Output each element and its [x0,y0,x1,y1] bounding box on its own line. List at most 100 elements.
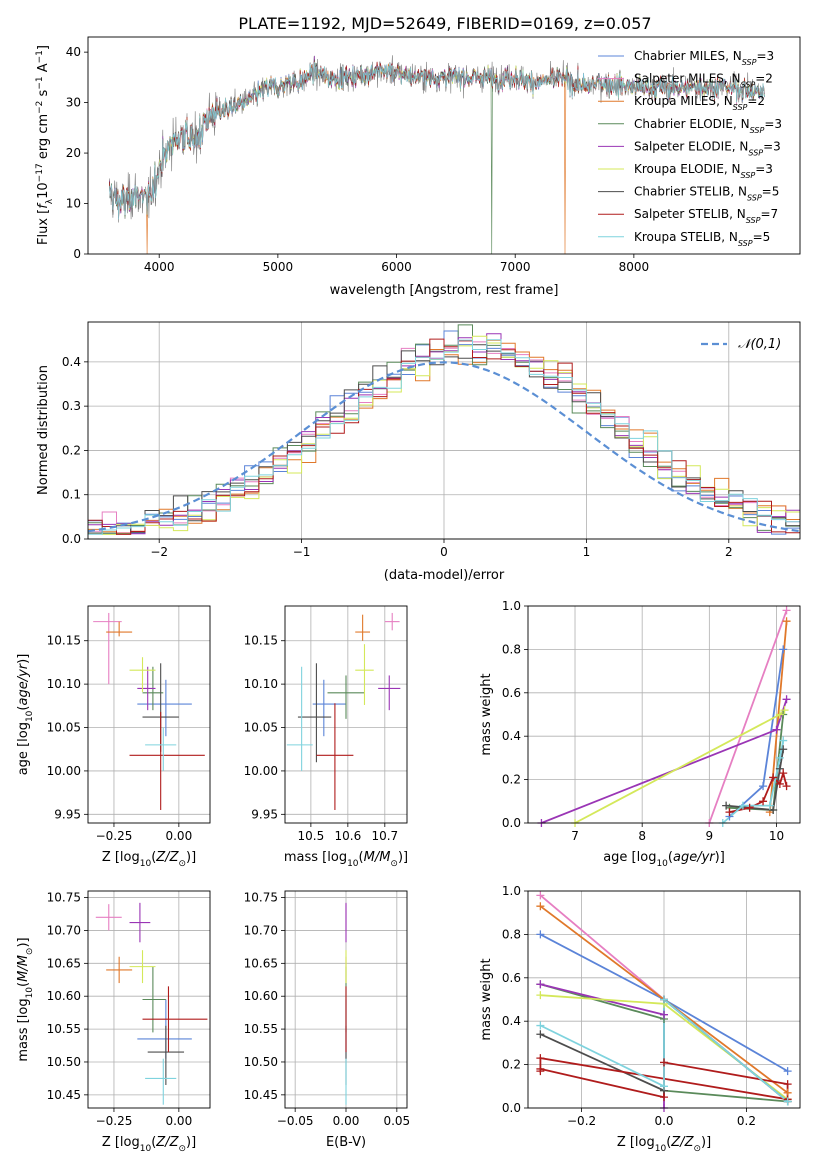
mass-weight-marker [775,753,784,762]
x-tick-label: 1 [583,545,591,559]
residual-histogram [88,344,800,534]
x-tick-label: 9 [706,829,714,843]
mass-weight-marker [536,930,545,939]
residual-histogram [88,324,800,535]
x-tick-label: 4000 [144,260,175,274]
y-tick-label: 0.8 [502,642,521,656]
mass-weight-marker [536,1030,545,1039]
x-tick-label: 6000 [381,260,412,274]
mass-weight-marker [536,891,545,900]
y-tick-label: 0 [73,247,81,261]
y-axis-label: age [log10(age/yr)] [16,654,35,776]
mass-weight-marker [779,645,788,654]
mass-weight-marker [782,782,791,791]
mass-vs-extinction-panel: −0.05 0.00 0.05 10.45 10.50 10.55 10.60 10.65 10… [244,890,410,1150]
y-tick-label: 9.95 [251,807,278,821]
mass-weight-marker [738,801,747,810]
mass-weight-marker [536,1054,545,1063]
y-tick-label: 10.05 [244,721,278,735]
axes-frame [87,890,211,1109]
y-tick-label: 0.4 [502,729,521,743]
spectrum-panel: 4000 5000 6000 7000 8000 0 10 20 30 40 Chabrier MI… [35,36,801,298]
mass-weight-marker [759,797,768,806]
y-tick-label: 10.05 [47,721,81,735]
ticks: 7 8 9 10 0.0 0.2 0.4 0.6 0.8 1.0 [502,599,784,843]
mass-weight-marker [775,764,784,773]
legend-label: Salpeter ELODIE, NSSP=3 [634,139,781,157]
x-tick-label: 10 [769,829,784,843]
grid-lines [88,606,210,823]
mass-weight-marker [660,1082,668,1091]
y-tick-label: 10.70 [244,923,278,937]
y-tick-label: 0.0 [62,532,81,546]
x-tick-label: 5000 [263,260,294,274]
legend-label: Kroupa MILES, NSSP=2 [634,94,765,112]
y-tick-label: 0.6 [502,971,521,985]
y-tick-label: 30 [66,96,81,110]
y-tick-label: 10.70 [47,923,81,937]
mass-weight-marker [660,1093,668,1102]
x-tick-label: 0.00 [165,829,192,843]
mass-weight-marker [783,1067,792,1076]
x-tick-label: 10.5 [298,829,325,843]
plot-area [88,324,800,535]
plot-area [109,55,765,254]
y-tick-label: 1.0 [502,884,521,898]
x-axis-label: age [log10(age/yr)] [603,850,725,869]
mass-weight-marker [775,779,784,788]
mass-weight-marker [779,745,788,754]
y-tick-label: 10.50 [244,1055,278,1069]
axes-frame [87,605,211,824]
mass-weight-marker [765,801,774,810]
x-tick-label: 8000 [619,260,650,274]
y-tick-label: 0.8 [502,927,521,941]
y-axis-label: Normed distribution [36,365,51,495]
mass-weight-marker [745,803,754,812]
x-tick-label: 7 [571,829,579,843]
y-tick-label: 10.65 [47,956,81,970]
y-tick-label: 10.60 [47,989,81,1003]
mass-weight-marker [783,1080,792,1089]
ticks: −0.2 0.0 0.2 0.0 0.2 0.4 0.6 0.8 1.0 [502,884,756,1128]
age-vs-mass-panel: 10.5 10.6 10.7 9.95 10.00 10.05 10.10 10.15 mass… [244,605,408,869]
mass-weight-marker [536,902,545,911]
mass-weight-marker [782,606,791,615]
mass-weight-marker [769,805,778,814]
x-tick-label: −0.2 [567,1114,596,1128]
mass-weight-marker [536,980,545,989]
mass-weight-marker [782,617,791,626]
axes-frame [284,605,408,824]
age-vs-metallicity-panel: −0.25 0.00 9.95 10.00 10.05 10.10 10.15 Z [log1… [16,605,211,869]
y-tick-label: 10.00 [244,764,278,778]
y-tick-label: 0.1 [62,488,81,502]
residual-histogram [88,338,800,535]
weight-vs-age-panel: 7 8 9 10 0.0 0.2 0.4 0.6 0.8 1.0 age [log10(age/yr… [479,599,801,869]
x-tick-label: 8 [638,829,646,843]
y-tick-label: 10.15 [47,634,81,648]
x-tick-label: 2 [725,545,733,559]
x-tick-label: 0.05 [383,1114,410,1128]
plot-area [95,902,208,1105]
y-tick-label: 0.0 [502,1101,521,1115]
y-tick-label: 0.4 [502,1014,521,1028]
x-tick-label: −0.05 [277,1114,314,1128]
y-tick-label: 1.0 [502,599,521,613]
residual-histogram [88,339,800,535]
x-axis-label: Z [log10(Z/Z⊙)] [102,1135,196,1154]
y-tick-label: 10.00 [47,764,81,778]
mass-weight-marker [779,769,788,778]
axes-frame [87,36,801,255]
spectrum-legend: Chabrier MILES, NSSP=3 Salpeter MILES, NS… [598,49,782,247]
y-tick-label: 10.65 [244,956,278,970]
y-tick-label: 10.50 [47,1055,81,1069]
ticks: 10.5 10.6 10.7 9.95 10.00 10.05 10.10 10.15 [244,634,399,843]
legend-label: Salpeter MILES, NSSP=2 [634,72,773,90]
y-tick-label: 0.2 [62,443,81,457]
y-tick-label: 10.75 [244,891,278,905]
x-tick-label: −0.25 [96,829,133,843]
y-tick-label: 9.95 [54,807,81,821]
mass-weight-marker [782,695,791,704]
legend-label: Chabrier STELIB, NSSP=5 [634,185,779,203]
mass-weight-line [540,997,789,1103]
mass-vs-metallicity-panel: −0.25 0.00 10.45 10.50 10.55 10.60 10.65 10.70 1… [16,890,211,1154]
